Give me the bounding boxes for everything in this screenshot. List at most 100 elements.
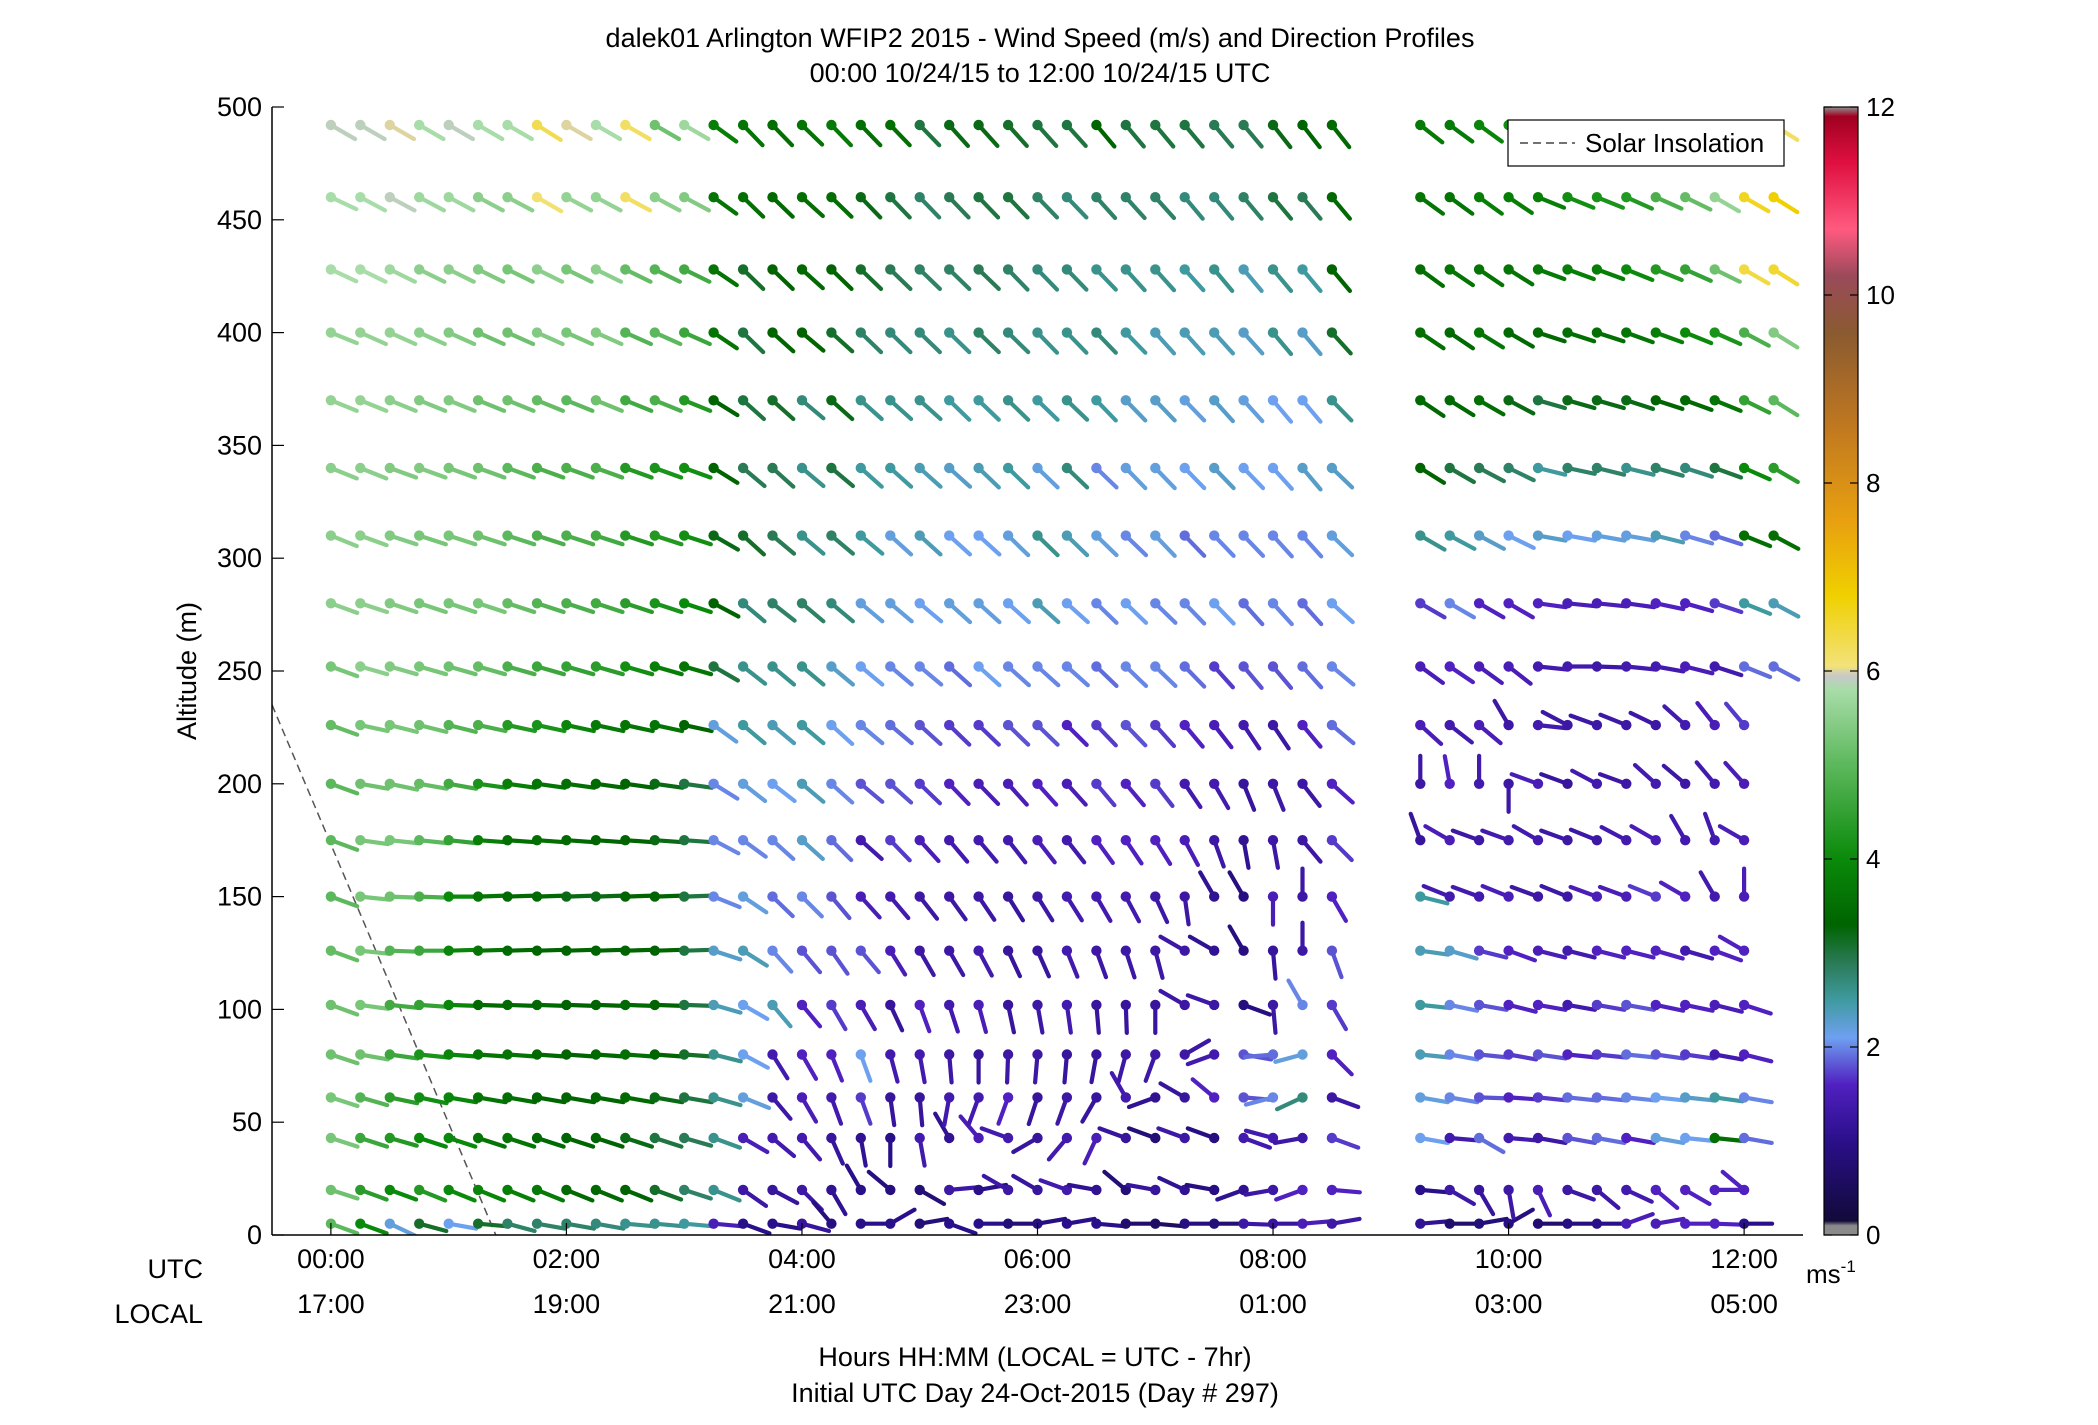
wind-barb-dot [1120, 192, 1132, 203]
wind-barb [620, 835, 656, 846]
wind-barb [958, 1114, 984, 1144]
wind-barb [914, 661, 944, 687]
wind-barb-dot [590, 462, 602, 474]
wind-barb [384, 661, 419, 677]
wind-barb [1066, 1182, 1102, 1196]
wind-barb [1562, 945, 1597, 960]
wind-barb [1179, 891, 1191, 927]
wind-barb [796, 835, 825, 862]
wind-barb-dot [1650, 891, 1662, 902]
wind-barb [679, 778, 715, 790]
wind-barb [1680, 661, 1715, 676]
wind-barb [355, 119, 387, 142]
wind-barb-dot [355, 778, 366, 789]
wind-barb-dot [1444, 327, 1455, 338]
wind-barb-dot [826, 835, 837, 846]
wind-barb [826, 891, 852, 921]
wind-barb-dot [1091, 891, 1102, 902]
wind-barb [944, 999, 960, 1034]
wind-barb-dot [1591, 1184, 1603, 1196]
wind-barb-dot [1503, 598, 1514, 609]
wind-barb-dot [767, 1218, 778, 1229]
wind-barb-dot [1061, 778, 1073, 789]
wind-barb [325, 1132, 360, 1149]
wind-barb-dot [620, 1092, 631, 1103]
wind-barb-dot [1591, 530, 1603, 541]
wind-barb [1680, 462, 1715, 479]
wind-barb-dot [679, 661, 690, 672]
wind-barb-dot [1091, 327, 1102, 338]
wind-barb [472, 1218, 509, 1229]
wind-barb [1650, 192, 1684, 211]
wind-barb [414, 1049, 450, 1060]
wind-barb [561, 891, 597, 902]
wind-barb [1532, 999, 1568, 1012]
wind-barb-dot [443, 661, 454, 672]
wind-barb-dot [1503, 264, 1514, 275]
wind-barb [325, 1049, 360, 1066]
wind-barb [1091, 598, 1119, 625]
wind-barb [914, 891, 940, 921]
wind-barb [1492, 698, 1514, 731]
wind-barb [1591, 264, 1626, 282]
wind-barb [944, 719, 972, 747]
wind-barb-dot [620, 945, 631, 956]
wind-barb [1621, 945, 1656, 960]
wind-barb-dot [1209, 192, 1220, 203]
wind-barb [590, 327, 624, 347]
wind-barb [649, 1132, 684, 1149]
wind-barb-dot [914, 835, 925, 846]
wind-barb [472, 778, 508, 790]
wind-barb-dot [1150, 1049, 1161, 1060]
wind-barb [325, 327, 359, 346]
wind-barb [649, 945, 685, 956]
wind-barb [679, 1092, 714, 1105]
wind-barb-dot [1562, 945, 1573, 956]
wind-barb-dot [1444, 891, 1455, 902]
wind-barb-dot [944, 598, 955, 609]
wind-barb [973, 891, 997, 922]
wind-barb-dot [472, 999, 484, 1011]
wind-barb [1297, 778, 1322, 809]
wind-barb [1503, 1049, 1539, 1062]
wind-barb-dot [355, 395, 366, 406]
wind-barb [914, 327, 943, 355]
wind-barb [590, 192, 623, 213]
wind-barb [1209, 1218, 1245, 1229]
x-tick-label-local: 23:00 [1004, 1289, 1072, 1319]
wind-barb-dot [472, 327, 484, 338]
wind-barb [531, 395, 566, 413]
wind-barb [914, 462, 943, 489]
wind-barb-dot [944, 661, 955, 672]
wind-barb [1473, 945, 1509, 960]
wind-barb [885, 327, 913, 355]
wind-barb-dot [355, 1132, 366, 1144]
wind-barb [1415, 462, 1447, 485]
wind-barb-dot [1120, 598, 1132, 609]
wind-barb [325, 598, 360, 616]
wind-barb-dot [973, 1184, 984, 1196]
wind-barb [973, 395, 1001, 422]
wind-barb-dot [1444, 462, 1455, 474]
wind-barb-dot [855, 999, 866, 1011]
wind-barb [844, 1163, 866, 1196]
wind-barb [620, 530, 655, 547]
wind-barb [1532, 192, 1567, 210]
wind-barb-dot [1473, 264, 1485, 275]
wind-barb [414, 192, 446, 213]
wind-barb [1297, 719, 1323, 749]
wind-barb [737, 661, 768, 686]
wind-barb [1680, 395, 1714, 412]
wind-barb [737, 1132, 770, 1155]
wind-barb [855, 835, 884, 862]
wind-barb-dot [1650, 395, 1662, 406]
wind-barb-dot [414, 395, 425, 406]
wind-barb [1150, 530, 1177, 558]
wind-barb [737, 1049, 770, 1070]
wind-barb [826, 999, 848, 1032]
wind-barb-dot [885, 264, 896, 275]
wind-barb [1209, 327, 1236, 356]
wind-barb [1326, 661, 1356, 687]
wind-barb [1503, 1184, 1516, 1220]
wind-barb-dot [414, 264, 425, 275]
